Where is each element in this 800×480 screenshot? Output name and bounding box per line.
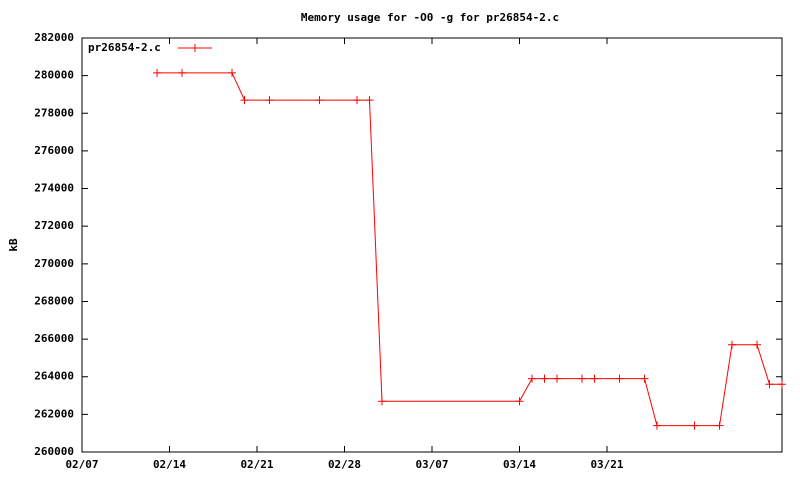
y-tick-label: 272000 xyxy=(34,219,74,232)
chart-title: Memory usage for -O0 -g for pr26854-2.c xyxy=(301,11,559,24)
y-tick-label: 266000 xyxy=(34,332,74,345)
y-tick-label: 280000 xyxy=(34,69,74,82)
data-point xyxy=(240,96,249,105)
data-point xyxy=(753,340,761,349)
data-point xyxy=(578,374,586,383)
x-tick-label: 03/21 xyxy=(590,458,623,471)
data-point xyxy=(640,374,649,383)
plot-border xyxy=(81,37,783,453)
data-point xyxy=(690,421,699,430)
data-point xyxy=(265,96,274,105)
data-point xyxy=(590,374,599,383)
data-point xyxy=(315,96,324,105)
y-tick-label: 270000 xyxy=(34,257,74,270)
x-tick-label: 02/07 xyxy=(65,458,98,471)
data-point xyxy=(528,374,536,383)
y-tick-label: 268000 xyxy=(34,294,74,307)
data-point xyxy=(778,380,786,389)
y-tick-label: 278000 xyxy=(34,106,74,119)
data-point xyxy=(378,397,386,406)
y-tick-label: 276000 xyxy=(34,144,74,157)
data-point xyxy=(553,374,561,383)
data-point xyxy=(353,96,361,105)
y-tick-label: 264000 xyxy=(34,370,74,383)
data-line xyxy=(157,72,782,427)
y-tick-label: 262000 xyxy=(34,407,74,420)
y-tick-label: 274000 xyxy=(34,182,74,195)
data-point xyxy=(228,68,236,77)
legend-swatch xyxy=(178,44,212,52)
data-point xyxy=(178,68,186,77)
data-point xyxy=(765,380,774,389)
data-point xyxy=(653,421,661,430)
x-tick-label: 03/14 xyxy=(503,458,536,471)
data-point xyxy=(540,374,549,383)
y-tick-label: 260000 xyxy=(34,445,74,458)
data-point xyxy=(615,374,624,383)
data-point xyxy=(715,421,724,430)
x-tick-label: 02/14 xyxy=(153,458,186,471)
legend-label: pr26854-2.c xyxy=(88,41,161,54)
data-point xyxy=(515,397,524,406)
y-axis-label: kB xyxy=(7,238,20,252)
data-point xyxy=(728,340,736,349)
data-point xyxy=(153,68,161,77)
x-tick-label: 03/07 xyxy=(415,458,448,471)
data-point xyxy=(365,96,374,105)
x-tick-label: 02/21 xyxy=(240,458,273,471)
x-tick-label: 02/28 xyxy=(328,458,361,471)
y-tick-label: 282000 xyxy=(34,31,74,44)
